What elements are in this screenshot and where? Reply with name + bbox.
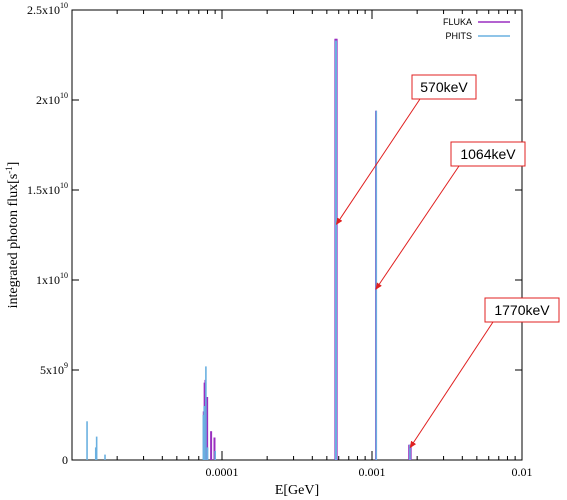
legend: FLUKA PHITS	[443, 17, 510, 41]
callout-label: 1770keV	[494, 302, 550, 318]
plot-area	[71, 9, 523, 461]
y-tick-label: 0	[62, 453, 68, 467]
callout-label: 570keV	[420, 79, 468, 95]
legend-label: PHITS	[445, 31, 472, 41]
y-axis-title: integrated photon flux[s-1]	[4, 162, 21, 309]
y-axis-ticks: 0 5x109 1x1010 1.5x1010 2x1010 2.5x1010	[27, 1, 522, 467]
x-axis-title: E[GeV]	[275, 483, 319, 498]
callouts: 570keV 1064keV 1770keV	[335, 74, 560, 449]
y-tick-label: 5x109	[40, 361, 68, 377]
y-tick-label: 2x1010	[36, 91, 68, 107]
legend-label: FLUKA	[443, 17, 472, 27]
y-tick-label: 1.5x1010	[27, 181, 68, 197]
callout-arrow	[335, 98, 421, 226]
y-tick-label: 2.5x1010	[27, 1, 68, 17]
callout-label: 1064keV	[460, 146, 516, 162]
x-tick-label: 0.001	[359, 465, 386, 479]
x-tick-label: 0.01	[512, 465, 533, 479]
data-bars	[86, 38, 412, 460]
y-tick-label: 1x1010	[36, 271, 68, 287]
callout-box	[411, 74, 477, 100]
x-tick-label: 0.0001	[206, 465, 239, 479]
x-axis-ticks: 0.0001 0.001 0.01	[71, 10, 533, 479]
callout-box	[450, 141, 526, 167]
callout-arrow	[409, 321, 494, 449]
callout-arrow	[375, 165, 460, 290]
callout-box	[484, 297, 560, 323]
